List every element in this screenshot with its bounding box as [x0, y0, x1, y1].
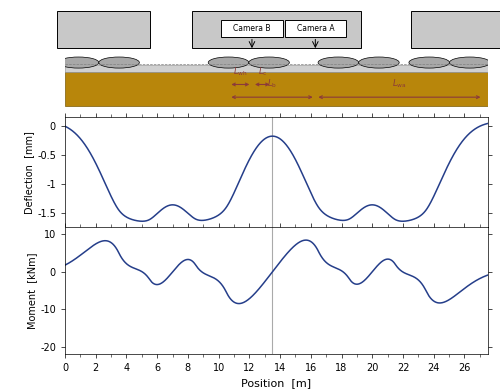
Text: $L_\mathrm{b}$: $L_\mathrm{b}$ [267, 78, 277, 90]
Text: Camera B: Camera B [233, 24, 270, 33]
Circle shape [450, 57, 490, 68]
Circle shape [208, 57, 249, 68]
Circle shape [318, 57, 358, 68]
Text: $L_\mathrm{wh}$: $L_\mathrm{wh}$ [233, 65, 248, 77]
Circle shape [99, 57, 140, 68]
Y-axis label: Moment  [kNm]: Moment [kNm] [28, 252, 38, 329]
Bar [56, 11, 150, 48]
Text: $L_\mathrm{c}$: $L_\mathrm{c}$ [258, 65, 267, 77]
Bar [65, 72, 488, 106]
FancyBboxPatch shape [284, 20, 346, 37]
Text: Camera A: Camera A [296, 24, 334, 33]
Circle shape [409, 57, 450, 68]
Y-axis label: Deflection  [mm]: Deflection [mm] [24, 131, 34, 214]
Circle shape [249, 57, 290, 68]
Bar [65, 65, 488, 72]
Bar [412, 11, 500, 48]
Circle shape [358, 57, 399, 68]
FancyBboxPatch shape [222, 20, 282, 37]
Bar [192, 11, 361, 48]
X-axis label: Position  [m]: Position [m] [241, 378, 312, 389]
Text: $L_\mathrm{wa}$: $L_\mathrm{wa}$ [392, 78, 406, 90]
Circle shape [58, 57, 99, 68]
